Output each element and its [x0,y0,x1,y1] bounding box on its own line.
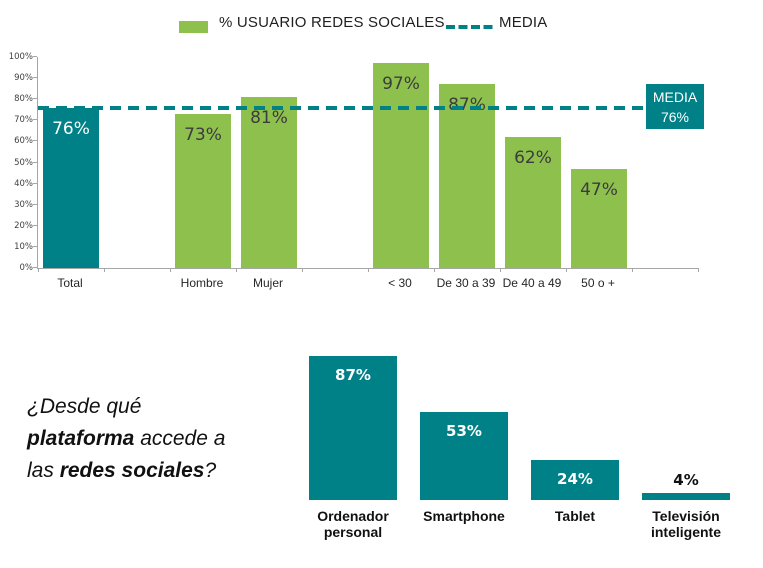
y-tick-label: 70% [14,115,33,126]
legend-bar-swatch [179,21,208,33]
y-tick [33,267,37,268]
bar-ordenador-personal: 87% [309,356,397,500]
top-chart-y-axis: 0% 10% 20% 30% 40% 50% 60% 70% 80% 90% 100% [2,52,33,273]
category-label: De 30 a 39 [436,276,496,290]
y-tick [33,56,37,57]
category-label: De 40 a 49 [502,276,562,290]
bar-tablet: 24% [531,460,619,500]
y-tick [33,77,37,79]
bar-total: 76% [43,107,99,268]
category-label: Televisión inteligente [650,508,721,540]
top-plot: 76% 73% 81% 97% 87% 62% 47% [33,56,699,272]
x-tick [170,268,171,272]
bar-value-label: 76% [52,118,90,139]
bar--30: 97% [373,63,429,268]
category-label: Hombre [180,276,224,290]
legend-media-label: MEDIA [499,14,548,31]
y-tick [33,140,37,142]
category-label: Total [57,276,83,290]
x-tick [104,268,105,272]
y-tick-label: 20% [14,220,33,231]
bar-50-o-: 47% [571,168,627,268]
question-part-bold: plataforma [27,427,135,450]
y-tick-label: 0% [19,263,34,273]
question-part: accede a [134,427,226,450]
y-tick [33,245,37,247]
y-tick-label: 40% [14,178,33,189]
question-part: las [27,459,60,482]
bar-value-label: 87% [335,366,371,384]
y-tick-label: 100% [8,52,33,62]
bar-value-label: 87% [439,95,495,115]
x-tick [698,268,699,272]
x-tick [236,268,237,272]
media-box-title: MEDIA [652,89,698,105]
x-tick [434,268,435,272]
bar-value-label: 62% [514,148,552,169]
bar-de-30-a-39: 87% [439,84,495,268]
bar-value-label: 73% [184,125,222,145]
y-tick-label: 30% [14,199,33,210]
bar-value-label: 47% [580,179,618,200]
bar-value-label: 97% [382,74,420,95]
y-tick-label: 50% [14,157,33,168]
x-tick [368,268,369,272]
x-tick [500,268,501,272]
media-value-box: MEDIA 76% [646,84,704,129]
category-label: < 30 [388,276,412,290]
question-part: ¿Desde qué [27,395,142,418]
bar-value-label: 24% [557,470,593,489]
y-tick [33,98,37,100]
y-tick [33,182,37,184]
y-tick [33,224,37,226]
bottom-plot: 87% 53% 24% 4% [298,354,748,500]
bar-smartphone: 53% [420,412,508,500]
x-tick [302,268,303,272]
x-tick [38,268,39,272]
y-tick [33,161,37,163]
bar-de-40-a-49: 62% [505,137,561,268]
question-part: ? [204,459,217,482]
y-tick [33,203,37,205]
bar-mujer: 81% [241,97,297,268]
legend-media-dash-icon [446,25,493,29]
category-label: Tablet [554,508,596,524]
bar-value-label: 53% [446,422,482,441]
category-label: Smartphone [423,508,505,524]
bar-value-label: 81% [250,108,288,129]
legend-series-label: % USUARIO REDES SOCIALES [219,14,445,31]
y-tick [33,119,37,121]
y-tick-label: 90% [14,73,33,84]
x-tick [632,268,633,272]
question-text: ¿Desde qué plataforma accede a las redes… [27,391,289,487]
bar-hombre: 73% [175,114,231,268]
bar-value-label: 4% [673,471,699,490]
y-tick-label: 10% [14,241,33,252]
category-label: Ordenador personal [317,508,389,540]
media-dashed-line [38,105,647,110]
top-cats: Total Hombre Mujer < 30 De 30 a 39 De 40 a 49… [37,276,717,292]
bar-televisi-n-inteligente: 4% [642,471,730,500]
category-label: Mujer [252,276,283,290]
y-tick-label: 60% [14,136,33,147]
question-part-bold: redes sociales [59,459,205,482]
y-tick-label: 80% [14,94,33,105]
category-label: 50 o + [581,276,615,290]
media-box-value: 76% [660,109,690,125]
x-tick [566,268,567,272]
